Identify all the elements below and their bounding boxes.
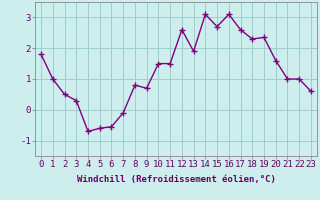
X-axis label: Windchill (Refroidissement éolien,°C): Windchill (Refroidissement éolien,°C): [76, 175, 276, 184]
